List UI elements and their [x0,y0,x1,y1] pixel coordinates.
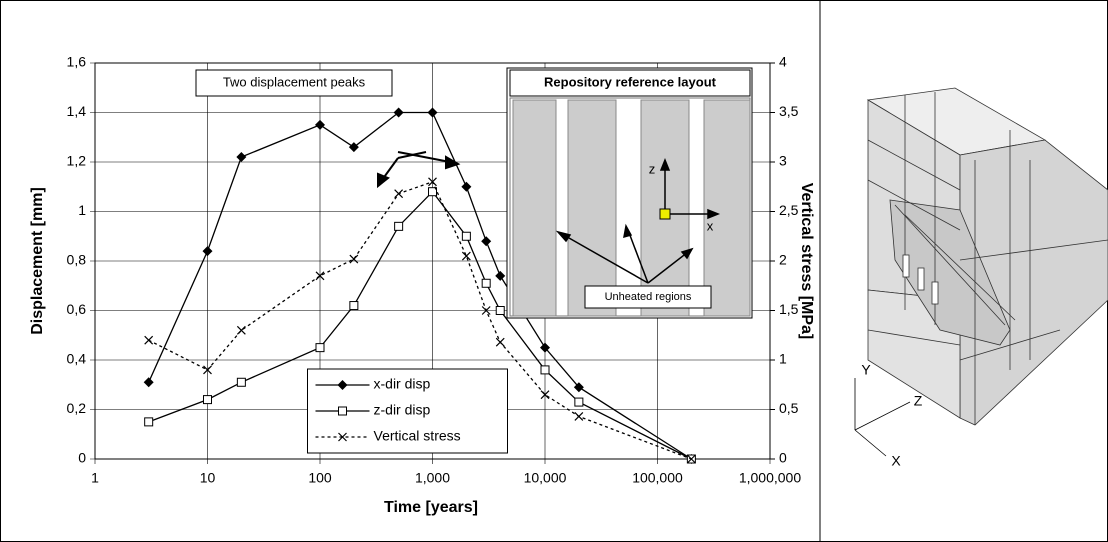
x-tick-label: 1,000,000 [739,470,801,486]
marker [575,398,583,406]
y-tick-label: 1,2 [67,153,87,169]
y2-tick-label: 1 [779,351,787,367]
y2-tick-label: 4 [779,54,787,70]
inset: Repository reference layout z x Unheated… [507,68,752,318]
inset-label: x [707,218,714,233]
axis-name: Z [914,393,923,409]
x-tick-label: 100,000 [632,470,683,486]
y2-tick-label: 2,5 [779,202,799,218]
y-tick-label: 0,4 [67,351,87,367]
y2-tick-label: 0,5 [779,400,799,416]
marker [316,344,324,352]
y2-tick-label: 0 [779,450,787,466]
inset-label: z [649,161,656,176]
marker [395,222,403,230]
x-tick-label: 1,000 [415,470,450,486]
x-tick-label: 100 [308,470,332,486]
y-tick-label: 0,8 [67,252,87,268]
x-axis-label: Time [years] [384,499,478,516]
marker [496,307,504,315]
y-tick-label: 1,6 [67,54,87,70]
y-axis-label: Displacement [mm] [29,187,46,335]
marker [482,279,490,287]
inset-label: Unheated regions [605,291,692,303]
marker [145,418,153,426]
marker [462,232,470,240]
y-tick-label: 1 [78,202,86,218]
y-tick-label: 1,4 [67,103,87,119]
x-tick-label: 10,000 [524,470,567,486]
y2-axis-label: Vertical stress [MPa] [798,183,815,340]
y-tick-label: 0 [78,450,86,466]
axis-name: Y [861,362,871,378]
y-tick-label: 0,6 [67,301,87,317]
x-tick-label: 1 [91,470,99,486]
legend-label: x-dir disp [374,376,431,392]
annotation: Two displacement peaks [223,74,366,89]
inset-title: Repository reference layout [544,74,717,89]
figure: Time [years] Displacement [mm] Vertical … [0,0,1108,542]
marker [541,366,549,374]
x-tick-label: 10 [200,470,216,486]
y2-tick-label: 2 [779,252,787,268]
legend-label: z-dir disp [374,402,431,418]
marker [350,302,358,310]
y2-tick-label: 3,5 [779,103,799,119]
y2-tick-label: 1,5 [779,301,799,317]
marker [237,378,245,386]
marker [339,407,347,415]
y-tick-label: 0,2 [67,400,87,416]
axis-name: X [891,453,901,469]
y2-tick-label: 3 [779,153,787,169]
marker [204,396,212,404]
legend-label: Vertical stress [374,428,461,444]
